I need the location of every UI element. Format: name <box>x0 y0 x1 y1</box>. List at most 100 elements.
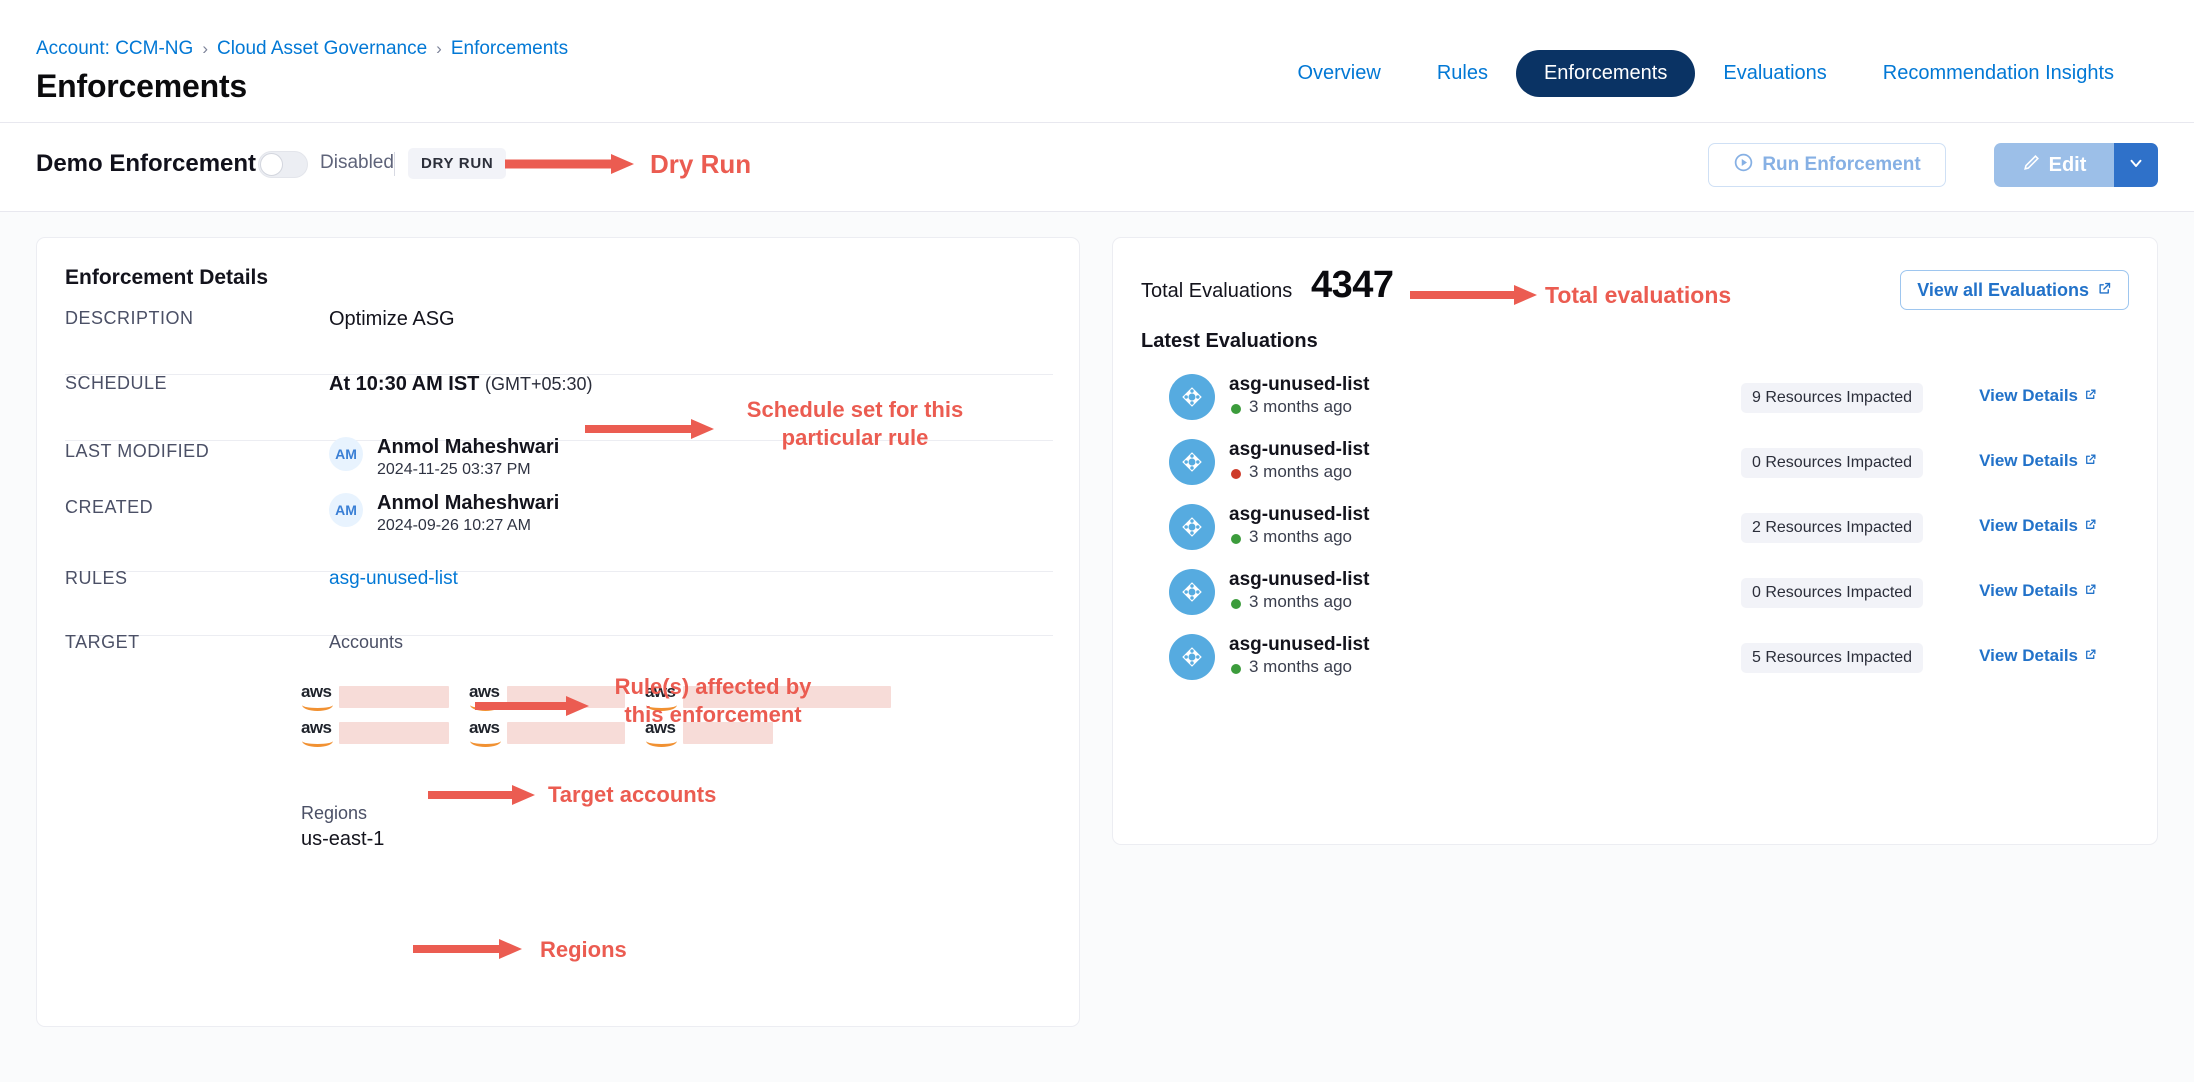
rule-link-asg-unused-list[interactable]: asg-unused-list <box>329 568 458 589</box>
evaluation-name: asg-unused-list <box>1229 439 1370 460</box>
breadcrumb-item-cloud-asset-governance[interactable]: Cloud Asset Governance <box>216 38 428 59</box>
account-item[interactable]: aws <box>645 718 773 748</box>
tab-overview[interactable]: Overview <box>1297 62 1381 84</box>
account-item[interactable]: aws <box>301 718 449 748</box>
annotation-arrow <box>505 154 634 174</box>
toggle-status-label: Disabled <box>320 152 394 173</box>
view-details-link[interactable]: View Details <box>1979 516 2097 536</box>
external-link-icon <box>2084 386 2097 406</box>
evaluation-row[interactable]: asg-unused-list 3 months ago 9 Resources… <box>1141 366 2131 430</box>
tab-recommendation-insights[interactable]: Recommendation Insights <box>1882 62 2114 84</box>
breadcrumb-separator-icon: › <box>436 39 442 58</box>
view-details-label: View Details <box>1979 386 2078 405</box>
annotation-schedule-line2: particular rule <box>781 425 929 451</box>
divider <box>65 374 1053 375</box>
account-name-redacted <box>683 686 891 708</box>
card-title-enforcement-details: Enforcement Details <box>65 266 269 289</box>
external-link-icon <box>2084 581 2097 601</box>
evaluation-time: 3 months ago <box>1249 462 1353 481</box>
annotation-schedule-line1: Schedule set for this <box>746 397 964 422</box>
tab-evaluations[interactable]: Evaluations <box>1723 62 1827 84</box>
top-header: Account: CCM-NG › Cloud Asset Governance… <box>0 0 2194 123</box>
resources-impacted-badge: 0 Resources Impacted <box>1741 448 1924 478</box>
breadcrumb-item-enforcements[interactable]: Enforcements <box>450 38 569 59</box>
aws-logo-icon: aws <box>301 718 337 748</box>
edit-dropdown-button[interactable] <box>2114 143 2158 187</box>
status-dot <box>1231 404 1241 414</box>
view-details-link[interactable]: View Details <box>1979 386 2097 406</box>
dry-run-badge: DRY RUN <box>408 148 507 179</box>
status-dot <box>1231 664 1241 674</box>
aws-logo-icon: aws <box>469 718 505 748</box>
external-link-icon <box>2084 451 2097 471</box>
latest-evaluations-title: Latest Evaluations <box>1141 330 1318 352</box>
annotation-schedule: Schedule set for this particular rule <box>735 396 975 452</box>
breadcrumb: Account: CCM-NG › Cloud Asset Governance… <box>36 38 568 60</box>
run-enforcement-label: Run Enforcement <box>1762 154 1921 175</box>
edit-button-label: Edit <box>2048 153 2087 176</box>
play-circle-icon <box>1733 152 1754 179</box>
tab-enforcements[interactable]: Enforcements <box>1515 50 1696 97</box>
evaluation-row[interactable]: asg-unused-list 3 months ago 2 Resources… <box>1141 496 2131 560</box>
view-all-evaluations-label: View all Evaluations <box>1917 279 2089 300</box>
view-details-label: View Details <box>1979 516 2078 535</box>
value-schedule: At 10:30 AM IST (GMT+05:30) <box>329 373 593 396</box>
edit-button[interactable]: Edit <box>1994 143 2114 187</box>
schedule-timezone: (GMT+05:30) <box>484 374 593 394</box>
account-name-redacted <box>339 686 449 708</box>
run-enforcement-button[interactable]: Run Enforcement <box>1708 143 1946 187</box>
aws-logo-icon: aws <box>645 718 681 748</box>
view-details-link[interactable]: View Details <box>1979 581 2097 601</box>
divider <box>65 440 1053 441</box>
view-all-evaluations-button[interactable]: View all Evaluations <box>1900 270 2129 310</box>
tab-rules[interactable]: Rules <box>1436 62 1488 84</box>
annotation-arrow <box>475 696 589 716</box>
annotation-regions: Regions <box>540 937 627 962</box>
last-modified-date: 2024-11-25 03:37 PM <box>377 461 531 478</box>
account-item[interactable]: aws <box>301 682 449 712</box>
account-item[interactable]: aws <box>645 682 891 712</box>
status-dot <box>1231 534 1241 544</box>
enforcement-details-card: Enforcement Details DESCRIPTION Optimize… <box>36 237 1080 1027</box>
evaluation-name: asg-unused-list <box>1229 374 1370 395</box>
breadcrumb-item-account[interactable]: Account: CCM-NG <box>36 38 194 59</box>
external-link-icon <box>2097 280 2112 301</box>
divider <box>394 152 395 176</box>
label-schedule: SCHEDULE <box>65 373 168 393</box>
view-details-link[interactable]: View Details <box>1979 451 2097 471</box>
value-description: Optimize ASG <box>329 308 455 330</box>
evaluation-row[interactable]: asg-unused-list 3 months ago 0 Resources… <box>1141 561 2131 625</box>
evaluation-row[interactable]: asg-unused-list 3 months ago 5 Resources… <box>1141 626 2131 690</box>
account-item[interactable]: aws <box>469 718 625 748</box>
value-regions: us-east-1 <box>301 828 385 850</box>
total-evaluations-label: Total Evaluations <box>1141 280 1293 302</box>
governance-rule-icon <box>1169 374 1215 420</box>
evaluation-name: asg-unused-list <box>1229 634 1370 655</box>
evaluation-row[interactable]: asg-unused-list 3 months ago 0 Resources… <box>1141 431 2131 495</box>
annotation-rules-line1: Rule(s) affected by <box>614 674 812 699</box>
breadcrumb-separator-icon: › <box>202 39 208 58</box>
account-name-redacted <box>683 722 773 744</box>
evaluation-time: 3 months ago <box>1249 527 1353 546</box>
annotation-total-evaluations: Total evaluations <box>1545 282 1732 308</box>
resources-impacted-badge: 0 Resources Impacted <box>1741 578 1924 608</box>
label-target: TARGET <box>65 632 140 652</box>
view-details-link[interactable]: View Details <box>1979 646 2097 666</box>
divider <box>65 635 1053 636</box>
accounts-row: aws aws aws <box>301 718 793 748</box>
annotation-arrow <box>428 785 535 805</box>
evaluation-name: asg-unused-list <box>1229 504 1370 525</box>
account-name-redacted <box>339 722 449 744</box>
governance-rule-icon <box>1169 504 1215 550</box>
enforcement-name: Demo Enforcement <box>36 150 257 177</box>
total-evaluations-value: 4347 <box>1311 264 1394 306</box>
evaluation-name: asg-unused-list <box>1229 569 1370 590</box>
evaluation-time: 3 months ago <box>1249 397 1353 416</box>
label-regions: Regions <box>301 803 368 823</box>
schedule-time: At 10:30 AM IST <box>329 373 480 395</box>
enable-toggle[interactable] <box>258 151 308 178</box>
aws-logo-icon: aws <box>645 682 681 712</box>
view-details-label: View Details <box>1979 451 2078 470</box>
resources-impacted-badge: 5 Resources Impacted <box>1741 643 1924 673</box>
